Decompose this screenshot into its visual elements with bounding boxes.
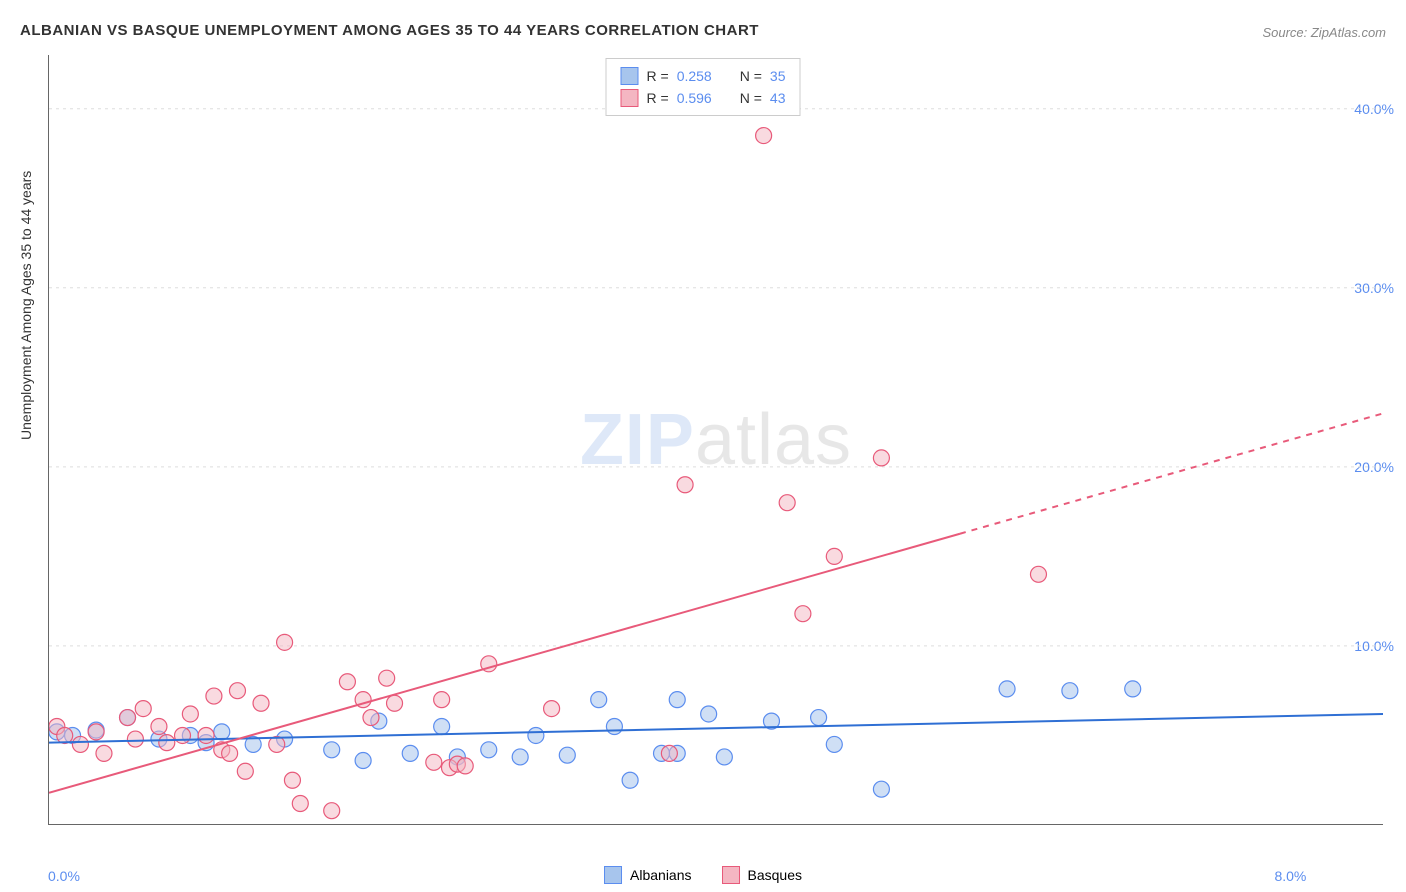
r-value: 0.258 [677, 65, 712, 87]
data-point [873, 450, 889, 466]
legend-label: Basques [748, 867, 802, 883]
data-point [873, 781, 889, 797]
data-point [512, 749, 528, 765]
data-point [206, 688, 222, 704]
data-point [277, 634, 293, 650]
data-point [811, 710, 827, 726]
data-point [324, 803, 340, 819]
data-point [716, 749, 732, 765]
n-value: 35 [770, 65, 786, 87]
data-point [606, 719, 622, 735]
x-tick-label: 0.0% [48, 868, 80, 884]
legend-swatch [722, 866, 740, 884]
data-point [151, 719, 167, 735]
plot-svg [49, 55, 1383, 824]
data-point [661, 745, 677, 761]
legend-row: R = 0.258 N = 35 [621, 65, 786, 87]
n-label: N = [740, 65, 762, 87]
data-point [237, 763, 253, 779]
data-point [481, 742, 497, 758]
data-point [669, 692, 685, 708]
trend-line [49, 534, 960, 793]
data-point [457, 758, 473, 774]
data-point [1030, 566, 1046, 582]
data-point [96, 745, 112, 761]
data-point [355, 753, 371, 769]
r-value: 0.596 [677, 87, 712, 109]
r-label: R = [647, 65, 669, 87]
data-point [677, 477, 693, 493]
r-label: R = [647, 87, 669, 109]
data-point [434, 692, 450, 708]
data-point [826, 736, 842, 752]
data-point [339, 674, 355, 690]
data-point [379, 670, 395, 686]
legend-swatch [621, 89, 639, 107]
legend-correlation: R = 0.258 N = 35 R = 0.596 N = 43 [606, 58, 801, 116]
data-point [88, 724, 104, 740]
data-point [198, 727, 214, 743]
data-point [795, 606, 811, 622]
data-point [826, 548, 842, 564]
data-point [253, 695, 269, 711]
data-point [559, 747, 575, 763]
x-tick-label: 8.0% [1274, 868, 1306, 884]
legend-item: Basques [722, 866, 802, 884]
data-point [324, 742, 340, 758]
trend-line-extrapolated [960, 413, 1383, 534]
legend-label: Albanians [630, 867, 692, 883]
data-point [622, 772, 638, 788]
chart-title: ALBANIAN VS BASQUE UNEMPLOYMENT AMONG AG… [20, 22, 759, 39]
data-point [701, 706, 717, 722]
data-point [591, 692, 607, 708]
data-point [159, 735, 175, 751]
data-point [528, 727, 544, 743]
data-point [214, 724, 230, 740]
data-point [57, 727, 73, 743]
data-point [756, 128, 772, 144]
data-point [402, 745, 418, 761]
data-point [544, 701, 560, 717]
y-axis-label: Unemployment Among Ages 35 to 44 years [18, 171, 34, 440]
data-point [72, 736, 88, 752]
legend-series: Albanians Basques [604, 866, 802, 884]
legend-swatch [604, 866, 622, 884]
data-point [120, 710, 136, 726]
data-point [292, 796, 308, 812]
data-point [135, 701, 151, 717]
data-point [175, 727, 191, 743]
data-point [127, 731, 143, 747]
data-point [1125, 681, 1141, 697]
data-point [222, 745, 238, 761]
data-point [426, 754, 442, 770]
legend-swatch [621, 67, 639, 85]
n-value: 43 [770, 87, 786, 109]
data-point [182, 706, 198, 722]
data-point [434, 719, 450, 735]
n-label: N = [740, 87, 762, 109]
data-point [363, 710, 379, 726]
legend-row: R = 0.596 N = 43 [621, 87, 786, 109]
data-point [999, 681, 1015, 697]
data-point [284, 772, 300, 788]
source-label: Source: ZipAtlas.com [1262, 25, 1386, 40]
legend-item: Albanians [604, 866, 692, 884]
data-point [229, 683, 245, 699]
data-point [1062, 683, 1078, 699]
correlation-chart: ALBANIAN VS BASQUE UNEMPLOYMENT AMONG AG… [0, 0, 1406, 892]
data-point [779, 495, 795, 511]
plot-area: ZIPatlas [48, 55, 1383, 825]
data-point [387, 695, 403, 711]
